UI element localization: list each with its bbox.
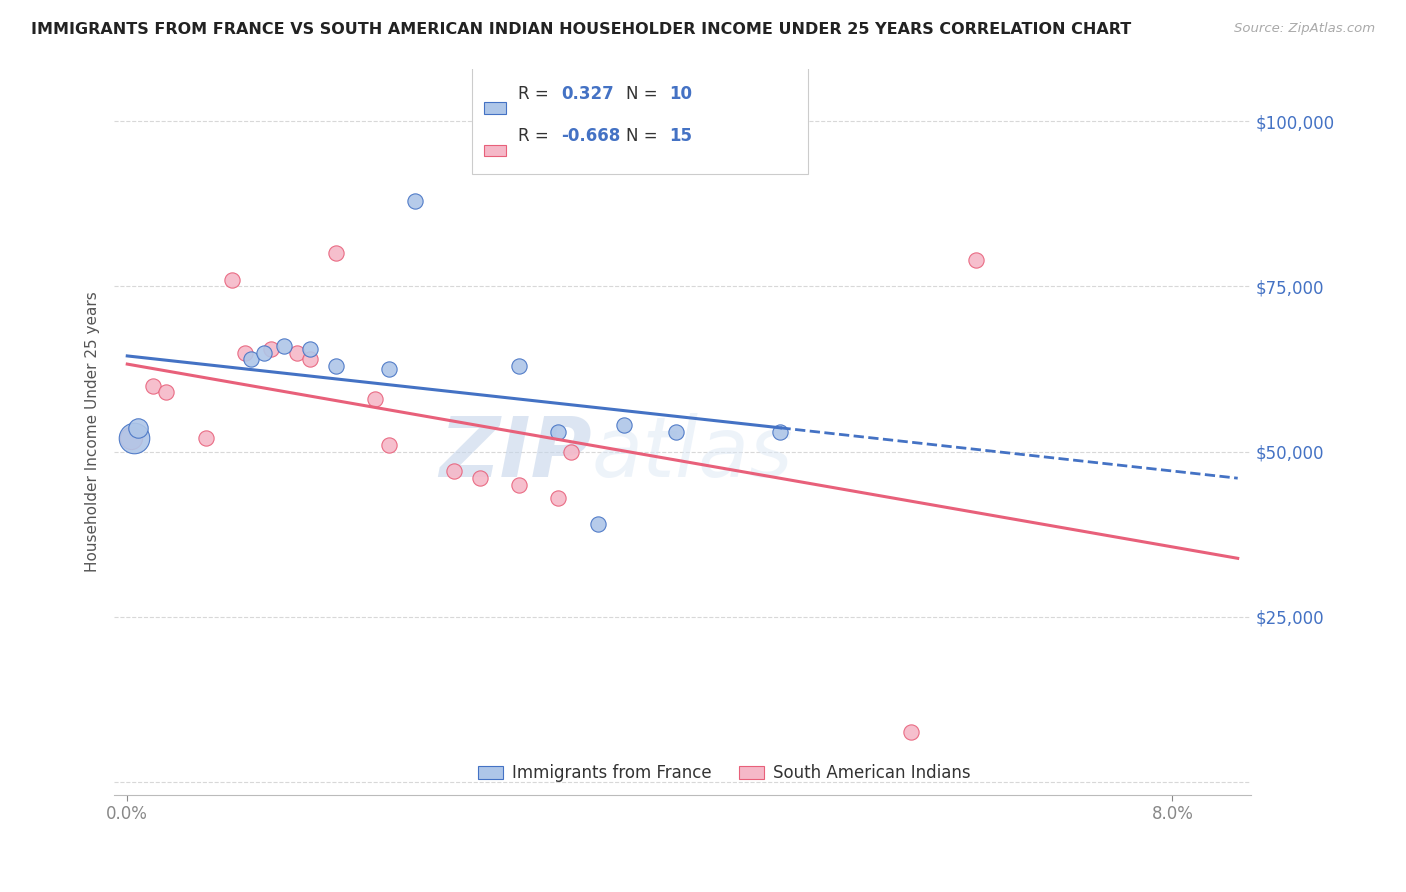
Point — [900, 725, 922, 739]
Point — [560, 444, 582, 458]
Point — [468, 471, 491, 485]
Point — [613, 418, 636, 433]
Point — [443, 464, 465, 478]
Point — [233, 345, 256, 359]
Point — [194, 431, 217, 445]
FancyBboxPatch shape — [484, 145, 506, 156]
Point — [127, 421, 149, 435]
Point — [508, 477, 530, 491]
Text: atlas: atlas — [592, 413, 793, 494]
FancyBboxPatch shape — [484, 103, 506, 113]
Point — [142, 378, 165, 392]
Point — [377, 438, 399, 452]
Text: N =: N = — [626, 85, 662, 103]
Point — [547, 425, 569, 439]
Point — [221, 273, 243, 287]
Point — [155, 385, 177, 400]
Point — [122, 431, 145, 445]
Text: ZIP: ZIP — [439, 413, 592, 494]
Point — [508, 359, 530, 373]
Point — [299, 352, 322, 367]
Text: N =: N = — [626, 127, 662, 145]
Text: R =: R = — [517, 127, 554, 145]
Point — [586, 517, 609, 532]
FancyBboxPatch shape — [740, 766, 765, 779]
Text: Immigrants from France: Immigrants from France — [512, 764, 711, 781]
Point — [377, 362, 399, 376]
Point — [253, 345, 276, 359]
Text: South American Indians: South American Indians — [773, 764, 972, 781]
Text: IMMIGRANTS FROM FRANCE VS SOUTH AMERICAN INDIAN HOUSEHOLDER INCOME UNDER 25 YEAR: IMMIGRANTS FROM FRANCE VS SOUTH AMERICAN… — [31, 22, 1132, 37]
Text: -0.668: -0.668 — [561, 127, 620, 145]
Point — [273, 339, 295, 353]
FancyBboxPatch shape — [472, 65, 807, 174]
Point — [299, 343, 322, 357]
Point — [404, 194, 426, 208]
Point — [364, 392, 387, 406]
Point — [325, 359, 347, 373]
Point — [260, 343, 283, 357]
Point — [325, 246, 347, 260]
Point — [285, 345, 308, 359]
Point — [120, 431, 142, 445]
Point — [547, 491, 569, 505]
Y-axis label: Householder Income Under 25 years: Householder Income Under 25 years — [86, 292, 100, 572]
Point — [769, 425, 792, 439]
Point — [240, 352, 263, 367]
Text: 10: 10 — [669, 85, 692, 103]
Text: R =: R = — [517, 85, 554, 103]
Text: 0.327: 0.327 — [561, 85, 613, 103]
Text: Source: ZipAtlas.com: Source: ZipAtlas.com — [1234, 22, 1375, 36]
Point — [665, 425, 688, 439]
Text: 15: 15 — [669, 127, 692, 145]
FancyBboxPatch shape — [478, 766, 503, 779]
Point — [965, 253, 987, 268]
